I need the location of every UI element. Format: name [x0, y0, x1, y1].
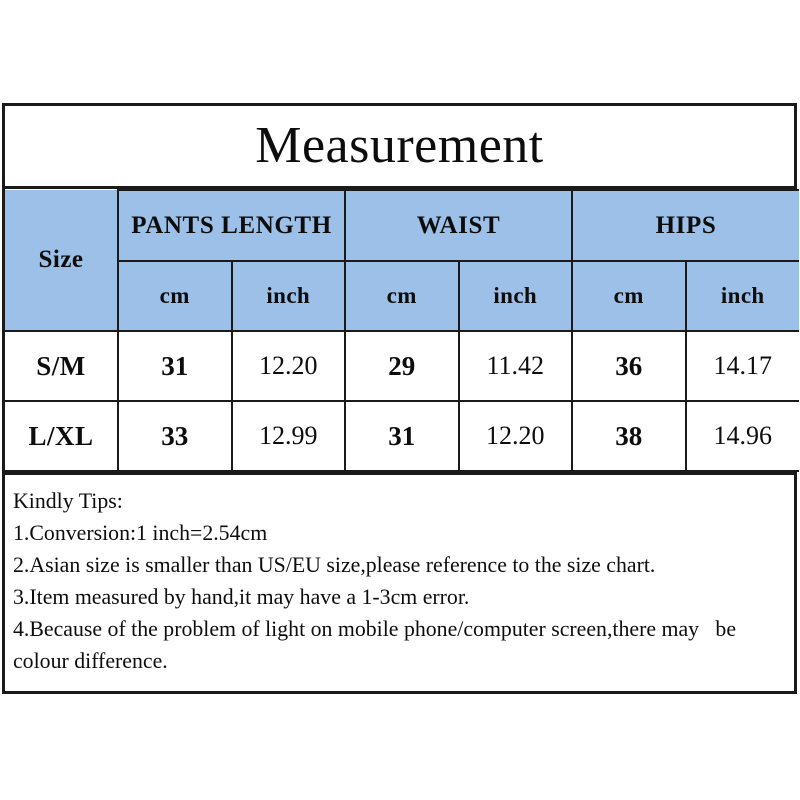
cell-sm-pants-length-cm: 31 — [117, 330, 233, 402]
header-unit-waist-inch: inch — [457, 260, 573, 332]
header-group-hips: HIPS — [571, 189, 799, 262]
table-header-unit-row: cm inch cm inch cm inch — [5, 260, 799, 332]
header-unit-pants-length-cm: cm — [117, 260, 233, 332]
cell-sm-pants-length-inch: 12.20 — [230, 330, 346, 402]
chart-title-row: Measurement — [5, 106, 794, 189]
cell-lxl-pants-length-inch: 12.99 — [230, 400, 346, 472]
page-title: Measurement — [255, 117, 544, 174]
cell-lxl-hips-cm: 38 — [571, 400, 687, 472]
kindly-tips-section: Kindly Tips: 1.Conversion:1 inch=2.54cm … — [5, 472, 794, 691]
tips-item-4-continued: colour difference. — [13, 647, 168, 673]
table-header-group-row: Size PANTS LENGTH WAIST HIPS — [5, 189, 799, 332]
cell-lxl-waist-cm: 31 — [344, 400, 460, 472]
header-unit-hips-inch: inch — [684, 260, 799, 332]
table-row: L/XL 33 12.99 31 12.20 38 14.96 — [5, 400, 799, 472]
tips-item-2: 2.Asian size is smaller than US/EU size,… — [13, 551, 656, 577]
size-chart-table: Measurement Size PANTS LENGTH WAIST HIPS… — [2, 103, 799, 694]
measurement-table: Size PANTS LENGTH WAIST HIPS cm inch cm … — [5, 189, 799, 472]
cell-sm-waist-cm: 29 — [344, 330, 460, 402]
cell-sm-hips-cm: 36 — [571, 330, 687, 402]
header-size: Size — [5, 190, 119, 332]
table-row: S/M 31 12.20 29 11.42 36 14.17 — [5, 330, 799, 402]
cell-lxl-pants-length-cm: 33 — [117, 400, 233, 472]
cell-size-lxl: L/XL — [5, 400, 119, 472]
header-unit-waist-cm: cm — [344, 260, 460, 332]
cell-size-sm: S/M — [5, 330, 119, 402]
tips-item-4: 4.Because of the problem of light on mob… — [13, 615, 737, 641]
tips-item-3: 3.Item measured by hand,it may have a 1-… — [13, 583, 470, 609]
cell-sm-hips-inch: 14.17 — [684, 330, 799, 402]
cell-lxl-waist-inch: 12.20 — [457, 400, 573, 472]
header-group-pants-length: PANTS LENGTH — [117, 189, 346, 262]
header-unit-pants-length-inch: inch — [230, 260, 346, 332]
header-group-waist: WAIST — [344, 189, 573, 262]
tips-item-1: 1.Conversion:1 inch=2.54cm — [13, 519, 268, 545]
cell-lxl-hips-inch: 14.96 — [684, 400, 799, 472]
header-unit-hips-cm: cm — [571, 260, 687, 332]
tips-heading: Kindly Tips: — [13, 488, 123, 513]
cell-sm-waist-inch: 11.42 — [457, 330, 573, 402]
